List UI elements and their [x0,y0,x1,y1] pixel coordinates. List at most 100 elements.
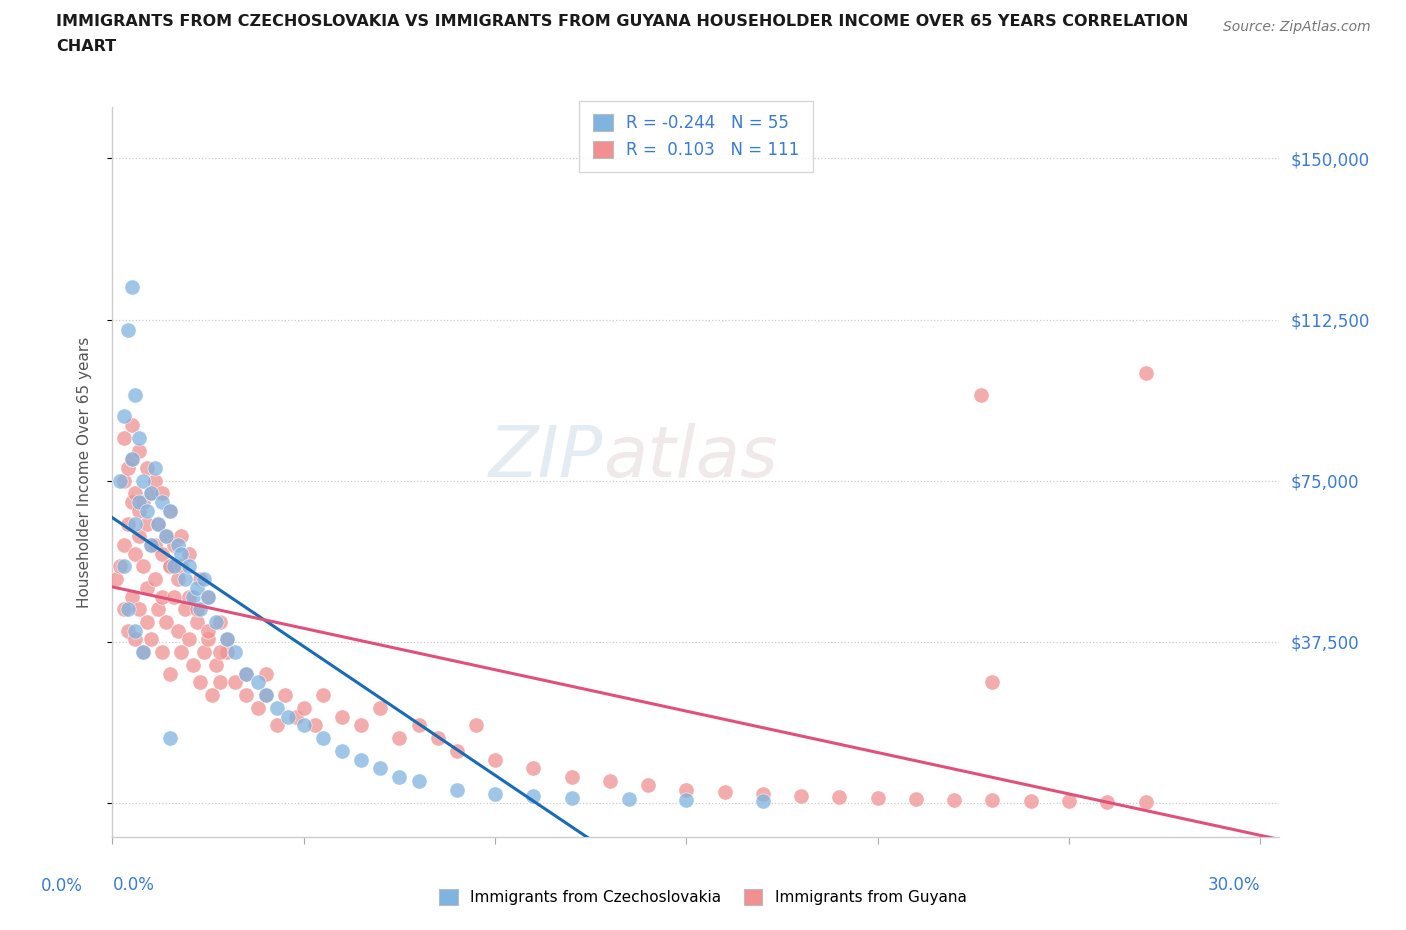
Point [124,516,146,531]
Point [124,623,146,638]
Y-axis label: Householder Income Over 65 years: Householder Income Over 65 years [77,337,91,607]
Point [121,589,143,604]
Point [150,495,173,510]
Point [174,572,197,587]
Point [121,452,143,467]
Text: ZIP: ZIP [488,423,603,492]
Point [128,529,150,544]
Point [208,644,231,659]
Point [121,452,143,467]
Point [112,473,135,488]
Point [139,538,162,552]
Point [1019,793,1042,808]
Point [112,408,135,423]
Point [235,667,257,682]
Point [388,769,411,784]
Point [124,387,146,402]
Point [368,761,391,776]
Point [201,688,224,703]
Point [292,700,315,715]
Legend: Immigrants from Czechoslovakia, Immigrants from Guyana: Immigrants from Czechoslovakia, Immigran… [433,883,973,911]
Point [181,658,204,672]
Text: IMMIGRANTS FROM CZECHOSLOVAKIA VS IMMIGRANTS FROM GUYANA HOUSEHOLDER INCOME OVER: IMMIGRANTS FROM CZECHOSLOVAKIA VS IMMIGR… [56,14,1188,29]
Point [312,688,335,703]
Point [1057,794,1080,809]
Point [117,516,139,531]
Legend: R = -0.244   N = 55, R =  0.103   N = 111: R = -0.244 N = 55, R = 0.103 N = 111 [579,100,813,172]
Point [112,559,135,574]
Point [155,529,177,544]
Point [128,495,150,510]
Point [174,602,197,617]
Point [208,675,231,690]
Point [143,572,166,587]
Point [943,792,966,807]
Point [235,688,257,703]
Point [166,623,188,638]
Point [204,615,226,630]
Point [132,559,155,574]
Point [159,503,181,518]
Point [446,782,468,797]
Point [465,718,488,733]
Point [112,538,135,552]
Point [128,503,150,518]
Point [166,538,188,552]
Point [561,769,583,784]
Point [599,774,621,789]
Point [150,486,173,501]
Point [254,688,277,703]
Point [159,503,181,518]
Point [285,710,308,724]
Point [177,559,200,574]
Point [163,538,186,552]
Point [970,387,993,402]
Point [150,644,173,659]
Point [112,602,135,617]
Point [675,793,697,808]
Point [277,710,299,724]
Point [108,473,131,488]
Text: Source: ZipAtlas.com: Source: ZipAtlas.com [1223,20,1371,34]
Point [752,787,775,802]
Point [208,615,231,630]
Point [1135,365,1157,380]
Point [197,632,219,647]
Point [155,615,177,630]
Point [170,546,193,561]
Point [132,473,155,488]
Point [135,516,157,531]
Point [675,782,697,797]
Point [752,794,775,809]
Point [246,675,269,690]
Point [446,744,468,759]
Point [350,752,373,767]
Text: 0.0%: 0.0% [41,877,83,896]
Point [190,675,212,690]
Point [484,752,506,767]
Point [273,688,295,703]
Point [163,589,186,604]
Point [304,718,326,733]
Point [1097,794,1119,809]
Point [197,623,219,638]
Point [143,473,166,488]
Point [190,602,212,617]
Point [143,538,166,552]
Point [128,431,150,445]
Point [135,460,157,475]
Point [266,718,288,733]
Point [224,675,246,690]
Point [121,495,143,510]
Point [235,667,257,682]
Point [204,658,226,672]
Point [143,460,166,475]
Point [170,644,193,659]
Point [368,700,391,715]
Point [128,443,150,458]
Point [148,516,170,531]
Point [186,602,208,617]
Point [217,644,239,659]
Point [139,538,162,552]
Point [121,280,143,295]
